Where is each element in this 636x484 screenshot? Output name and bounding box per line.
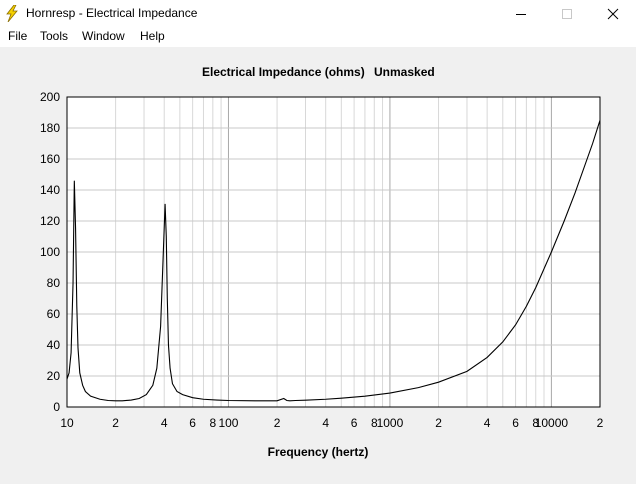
- x-tick-label: 10: [60, 416, 74, 430]
- y-tick-label: 200: [40, 90, 60, 104]
- lightning-bolt-icon: [6, 5, 18, 22]
- y-tick-label: 80: [47, 276, 61, 290]
- y-tick-label: 120: [40, 214, 60, 228]
- plot-frame: [66, 96, 601, 408]
- menu-tools[interactable]: Tools: [40, 29, 69, 43]
- y-tick-labels: 0 20 40 60 80 100 120 140 160 180 200: [40, 90, 60, 414]
- y-tick-label: 100: [40, 245, 60, 259]
- x-tick-label: 10000: [535, 416, 569, 430]
- y-tick-label: 160: [40, 152, 60, 166]
- close-icon: [607, 8, 619, 19]
- x-tick-label: 1000: [377, 416, 404, 430]
- x-tick-label: 6: [512, 416, 519, 430]
- x-tick-label: 6: [351, 416, 358, 430]
- y-tick-label: 180: [40, 121, 60, 135]
- chart-grid: [67, 97, 600, 407]
- chart-area: 0 20 40 60 80 100 120 140 160 180 200 10 2 4 6 8 100 2 4 6…: [0, 47, 636, 479]
- x-tick-label: 2: [112, 416, 119, 430]
- y-tick-label: 40: [47, 338, 61, 352]
- window-title: Hornresp - Electrical Impedance: [26, 6, 198, 20]
- x-tick-label: 4: [161, 416, 168, 430]
- y-tick-label: 20: [47, 369, 61, 383]
- menu-bar: File Tools Window Help: [0, 27, 636, 47]
- minimize-button[interactable]: [498, 0, 544, 27]
- impedance-curve: [66, 120, 601, 402]
- chart-title: Electrical Impedance (ohms): [202, 65, 365, 79]
- maximize-button[interactable]: [544, 0, 590, 27]
- menu-window[interactable]: Window: [82, 29, 125, 43]
- x-tick-label: 8: [532, 416, 539, 430]
- menu-help[interactable]: Help: [140, 29, 165, 43]
- y-tick-label: 0: [53, 400, 60, 414]
- close-button[interactable]: [590, 0, 636, 27]
- maximize-icon: [562, 8, 572, 19]
- x-tick-label: 8: [209, 416, 216, 430]
- x-tick-label: 2: [435, 416, 442, 430]
- y-tick-label: 60: [47, 307, 61, 321]
- title-bar[interactable]: Hornresp - Electrical Impedance: [0, 0, 636, 27]
- x-axis-label: Frequency (hertz): [268, 445, 369, 459]
- x-tick-label: 4: [322, 416, 329, 430]
- x-tick-label: 2: [597, 416, 604, 430]
- chart-subtitle: Unmasked: [374, 65, 435, 79]
- x-tick-label: 100: [218, 416, 238, 430]
- x-tick-label: 8: [371, 416, 378, 430]
- minimize-icon: [516, 13, 526, 15]
- y-tick-label: 140: [40, 183, 60, 197]
- x-tick-label: 4: [484, 416, 491, 430]
- x-tick-label: 2: [274, 416, 281, 430]
- x-tick-label: 6: [189, 416, 196, 430]
- menu-file[interactable]: File: [8, 29, 28, 43]
